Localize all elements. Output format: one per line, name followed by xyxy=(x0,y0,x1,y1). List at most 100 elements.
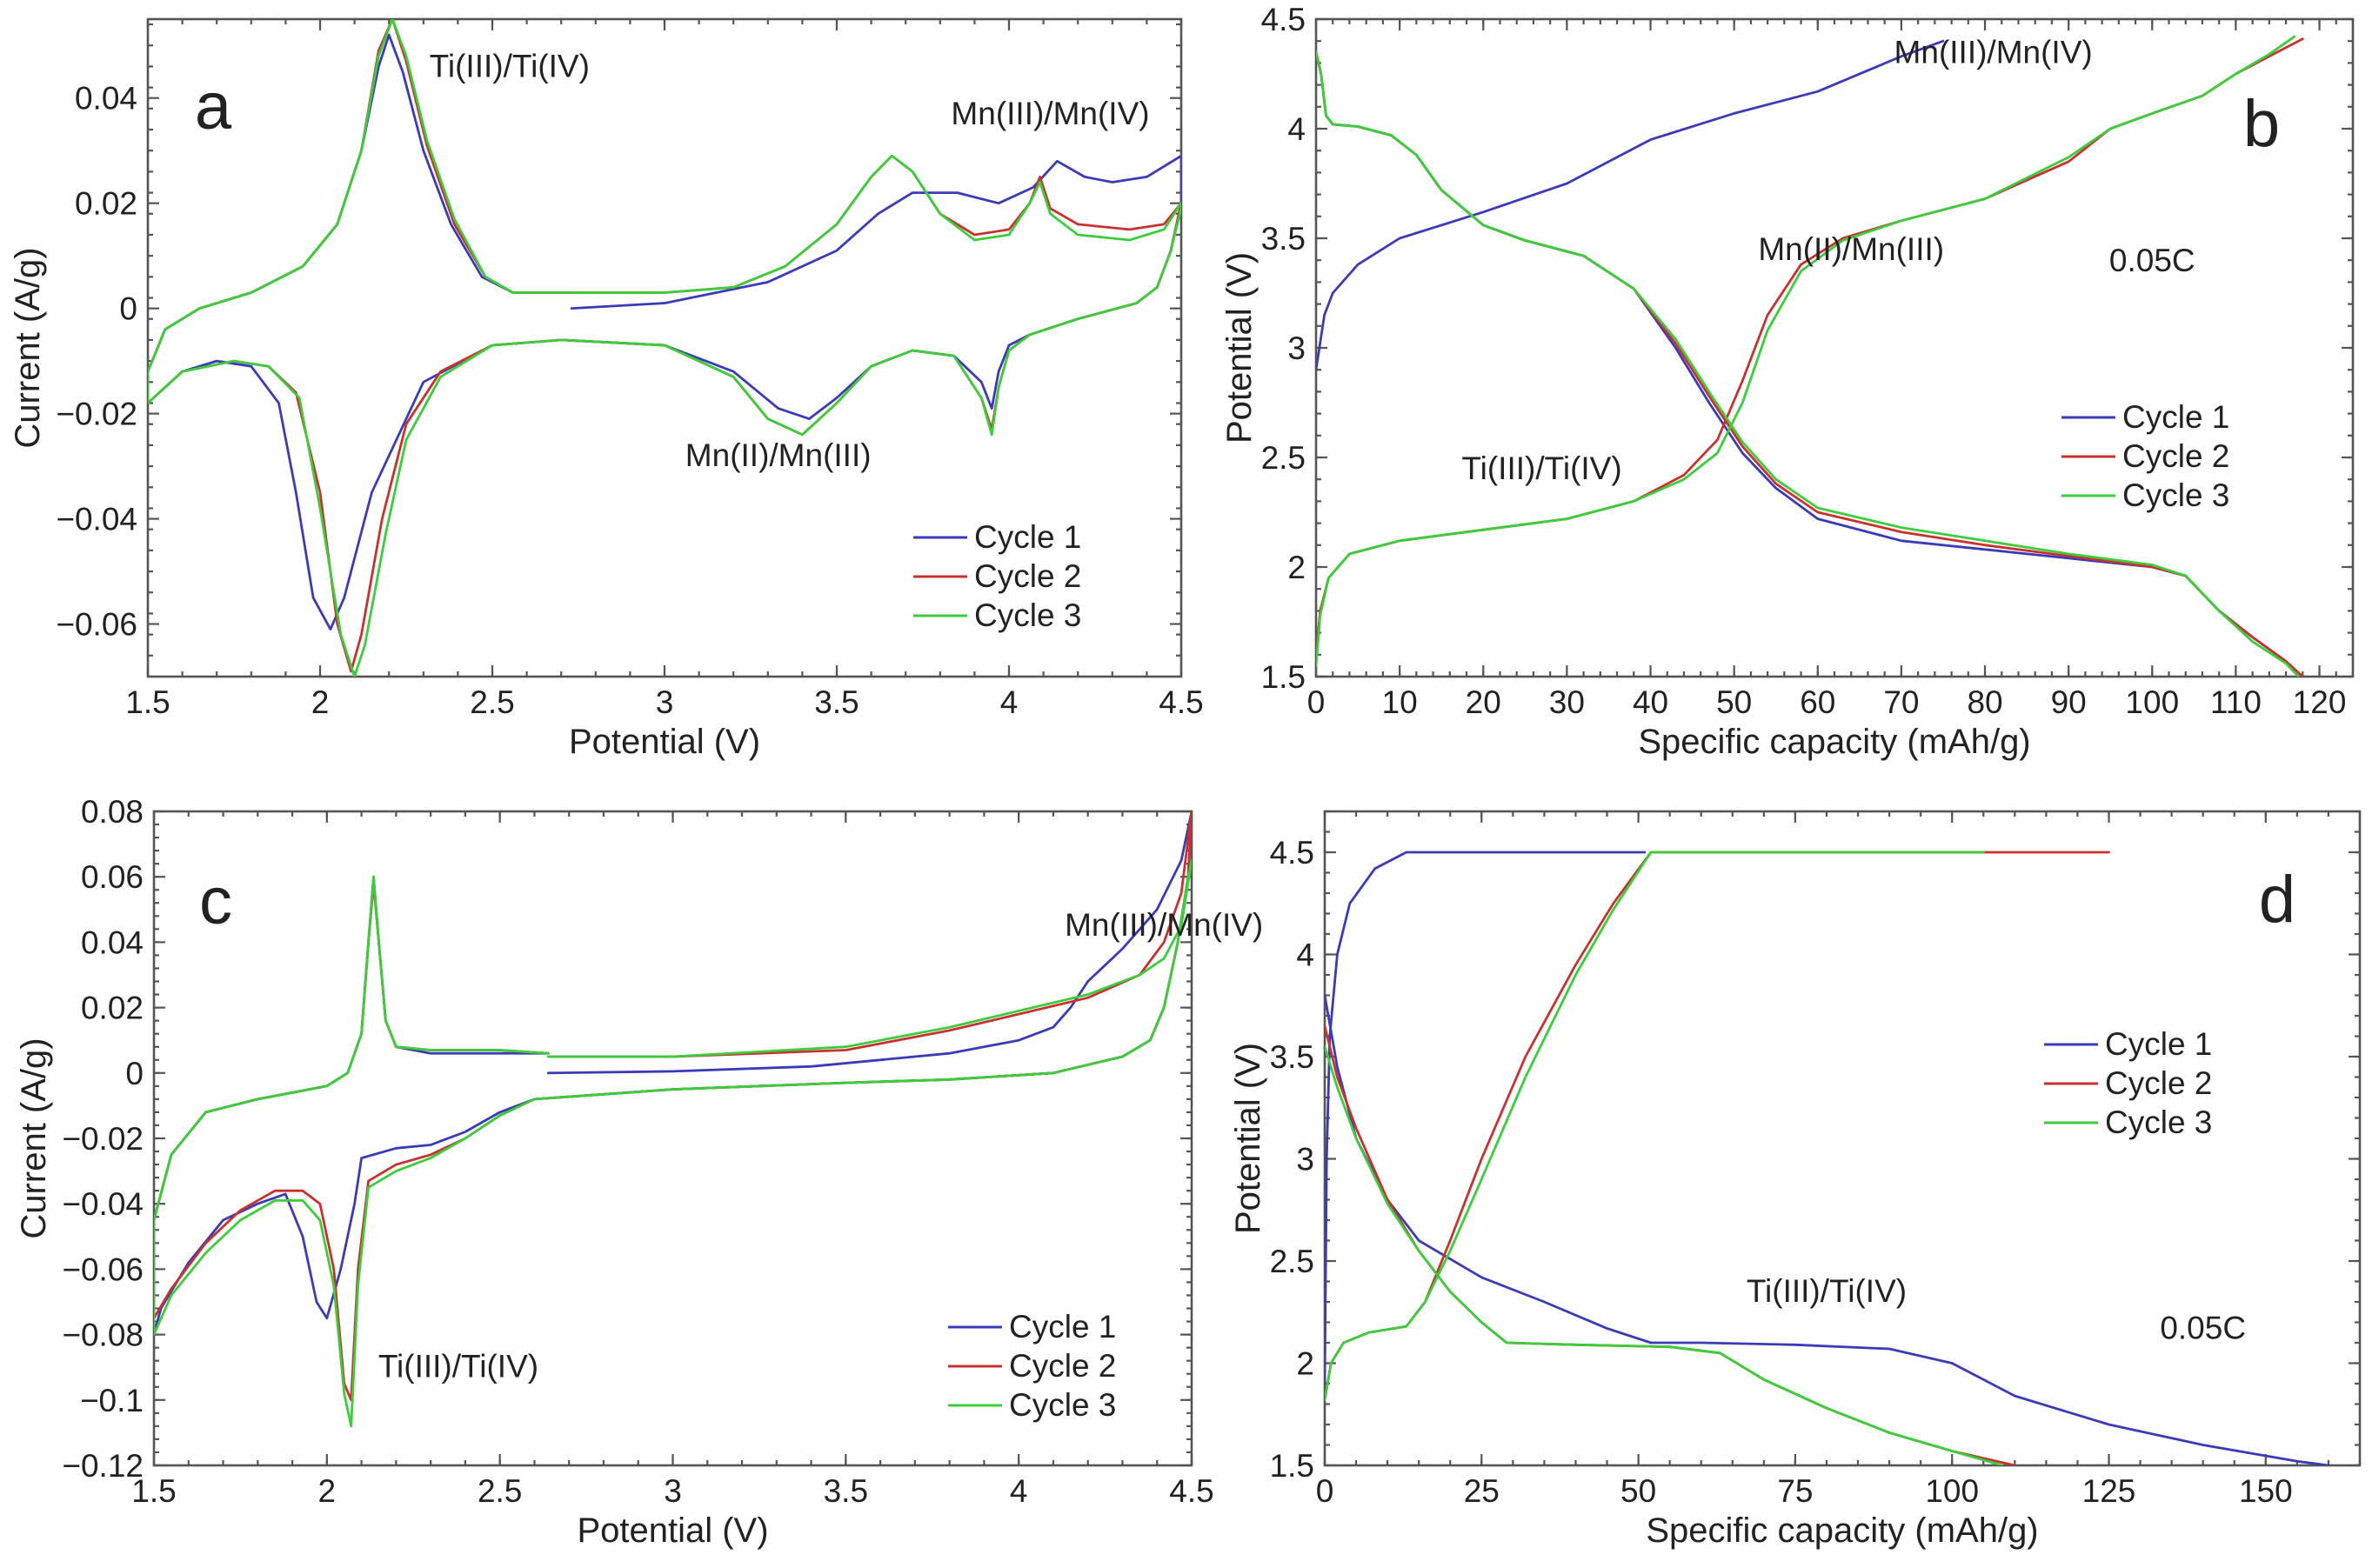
x-tick-label: 100 xyxy=(2125,684,2179,720)
y-tick-label: 0 xyxy=(119,291,137,327)
x-tick-label: 50 xyxy=(1716,684,1752,720)
x-tick-label: 2 xyxy=(318,1473,337,1509)
x-tick-label: 50 xyxy=(1620,1473,1656,1509)
x-tick-label: 100 xyxy=(1925,1473,1979,1509)
x-tick-label: 20 xyxy=(1466,684,1501,720)
x-tick-label: 90 xyxy=(2051,684,2087,720)
y-tick-label: 2.5 xyxy=(1261,440,1306,476)
series-group xyxy=(148,19,1181,677)
legend-label: Cycle 1 xyxy=(2122,399,2229,435)
y-tick-label: 1.5 xyxy=(1270,1448,1314,1484)
x-tick-label: 2 xyxy=(311,684,330,720)
y-tick-label: −0.1 xyxy=(80,1383,144,1418)
x-tick-label: 150 xyxy=(2239,1473,2293,1509)
panel-letter: a xyxy=(195,70,232,143)
series-line-cycle-2 xyxy=(1325,851,2110,1402)
legend-label: Cycle 2 xyxy=(974,558,1081,594)
legend-label: Cycle 2 xyxy=(2122,438,2229,474)
x-axis-label: Specific capacity (mAh/g) xyxy=(1646,1511,2038,1550)
y-tick-label: −0.06 xyxy=(56,607,137,643)
x-tick-label: 4.5 xyxy=(1159,684,1203,720)
panel-c: 1.5 2 2.5 3 3.5 4 4.5 −0.12 −0.1 −0.08 −0.06 −0.04 −… xyxy=(15,794,1263,1550)
y-tick-label: 3 xyxy=(1287,330,1306,366)
series-line-cycle-3 xyxy=(1316,50,2300,677)
y-tick-label: 4 xyxy=(1296,937,1314,973)
x-axis-label: Specific capacity (mAh/g) xyxy=(1638,723,2030,761)
legend-label: Cycle 2 xyxy=(2105,1065,2212,1101)
panel-d: 0 25 50 75 100 125 150 1.5 2 2.5 3 3.5 4 4.5 Specific … xyxy=(1229,810,2362,1550)
x-tick-label: 60 xyxy=(1800,684,1835,720)
x-tick-label: 80 xyxy=(1967,684,2002,720)
x-tick-label: 4.5 xyxy=(1169,1473,1213,1509)
x-tick-label: 110 xyxy=(2210,684,2262,720)
panel-letter: d xyxy=(2259,863,2295,937)
panel-a: 1.5 2 2.5 3 3.5 4 4.5 −0.06 −0.04 −0.02 0 0.02 0.04 P… xyxy=(9,17,1204,761)
y-tick-label: −0.02 xyxy=(62,1121,144,1157)
x-tick-label: 3.5 xyxy=(824,1473,868,1509)
y-tick-label: 2 xyxy=(1287,550,1306,585)
x-tick-label: 1.5 xyxy=(131,1473,176,1509)
y-axis-label: Potential (V) xyxy=(1229,1043,1267,1234)
y-axis-label: Potential (V) xyxy=(1220,252,1259,444)
x-tick-label: 3 xyxy=(656,684,674,720)
legend-label: Cycle 3 xyxy=(2105,1104,2212,1140)
x-tick-label: 2.5 xyxy=(470,684,514,720)
y-tick-label: 0 xyxy=(125,1056,144,1091)
legend-label: Cycle 3 xyxy=(1009,1387,1116,1423)
x-tick-label: 4 xyxy=(1000,684,1019,720)
x-tick-label: 70 xyxy=(1883,684,1919,720)
x-tick-label: 0 xyxy=(1316,1473,1334,1509)
y-tick-label: 0.04 xyxy=(81,924,144,960)
x-tick-label: 125 xyxy=(2082,1473,2136,1509)
annotation-label: Ti(III)/Ti(IV) xyxy=(1747,1273,1907,1309)
legend-label: Cycle 3 xyxy=(974,597,1081,633)
series-line-cycle-1 xyxy=(1325,851,1647,1385)
legend-label: Cycle 1 xyxy=(974,519,1081,555)
x-axis-label: Potential (V) xyxy=(577,1511,768,1550)
x-tick-label: 40 xyxy=(1633,684,1668,720)
x-tick-label: 75 xyxy=(1777,1473,1813,1509)
annotation-label: Ti(III)/Ti(IV) xyxy=(430,49,590,84)
legend-label: Cycle 3 xyxy=(2122,477,2229,513)
y-tick-label: 0.04 xyxy=(75,81,137,117)
y-tick-label: 4.5 xyxy=(1270,835,1314,871)
panel-b: 0 10 20 30 40 50 60 70 80 90 100 110 120 1.5 2 2.5 3 3.5 4… xyxy=(1220,2,2355,761)
y-tick-label: −0.04 xyxy=(56,502,137,537)
annotation-label: Mn(II)/Mn(III) xyxy=(1758,231,1944,267)
y-tick-label: −0.02 xyxy=(56,397,137,432)
x-tick-label: 2.5 xyxy=(478,1473,522,1509)
y-tick-label: −0.04 xyxy=(62,1186,144,1222)
x-tick-label: 10 xyxy=(1382,684,1418,720)
x-tick-label: 3.5 xyxy=(814,684,859,720)
annotation-label: Ti(III)/Ti(IV) xyxy=(378,1348,538,1384)
y-tick-label: −0.08 xyxy=(62,1318,144,1353)
y-tick-label: 4.5 xyxy=(1261,2,1306,37)
series-line-cycle-3 xyxy=(1316,35,2296,667)
y-tick-label: 2.5 xyxy=(1270,1244,1314,1279)
series-line-cycle-2 xyxy=(1316,50,2304,677)
legend-label: Cycle 1 xyxy=(1009,1309,1116,1344)
y-tick-label: 0.08 xyxy=(81,794,144,830)
series-line-cycle-3 xyxy=(154,859,1192,1428)
annotation-label: 0.05C xyxy=(2109,243,2195,278)
series-group xyxy=(154,811,1192,1428)
y-tick-label: 4 xyxy=(1287,111,1306,147)
plot-frame xyxy=(1314,17,2355,678)
annotation-label: Mn(III)/Mn(IV) xyxy=(1894,34,2093,70)
series-group xyxy=(1325,851,2330,1465)
x-tick-label: 1.5 xyxy=(125,684,170,720)
panel-letter: c xyxy=(199,864,232,938)
series-line-cycle-1 xyxy=(1316,50,2304,677)
annotation-label: Ti(III)/Ti(IV) xyxy=(1461,450,1621,486)
panel-letter: b xyxy=(2243,87,2280,161)
y-tick-label: −0.06 xyxy=(62,1251,144,1287)
series-group xyxy=(1316,35,2304,677)
series-line-cycle-3 xyxy=(1325,851,1985,1402)
series-line-cycle-3 xyxy=(148,19,1181,677)
y-tick-label: 1.5 xyxy=(1261,659,1306,695)
series-line-cycle-3 xyxy=(1325,1044,2004,1465)
